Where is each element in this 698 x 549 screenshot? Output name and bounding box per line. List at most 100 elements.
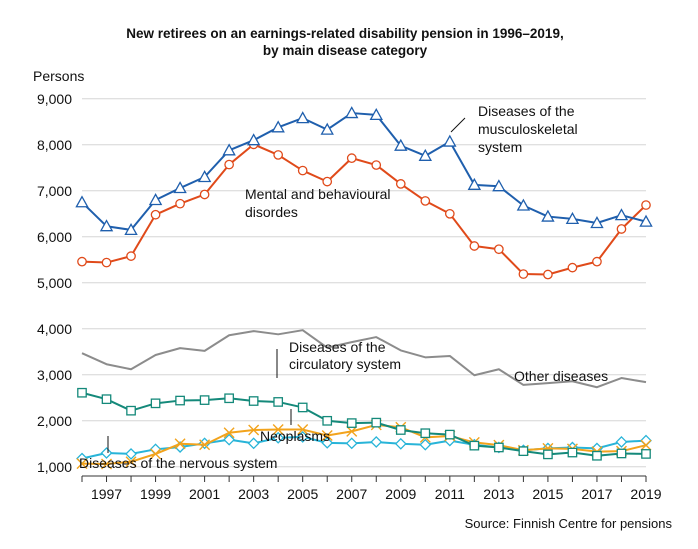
data-point (101, 394, 112, 405)
data-point (616, 448, 627, 459)
data-point (247, 437, 260, 450)
data-point (126, 251, 136, 261)
y-tick-label: 4,000 (37, 321, 72, 337)
data-point (518, 446, 529, 457)
data-point (419, 438, 432, 451)
data-point (150, 209, 161, 220)
y-tick-label: 7,000 (37, 183, 72, 199)
data-point (297, 402, 308, 413)
data-point (639, 214, 653, 227)
series-label: Diseases of the nervous system (79, 455, 277, 471)
data-point (494, 442, 504, 453)
data-point (616, 224, 627, 234)
data-point (345, 437, 358, 450)
data-point (248, 424, 260, 436)
data-point (148, 193, 163, 206)
series-label: system (478, 139, 522, 155)
data-point (76, 458, 88, 470)
x-tick-label: 2015 (532, 486, 563, 502)
data-point (77, 256, 87, 267)
x-tick-label: 2007 (336, 486, 367, 502)
y-tick-label: 2,000 (37, 413, 72, 429)
data-point (346, 153, 357, 163)
leader-line (450, 117, 466, 133)
data-point (565, 211, 580, 224)
series-label: Mental and behavioural (245, 186, 391, 202)
x-tick-label: 2013 (483, 486, 514, 502)
series-label: disordes (245, 204, 298, 220)
y-tick-label: 1,000 (37, 459, 72, 475)
data-point (541, 209, 555, 222)
data-point (518, 269, 529, 279)
y-tick-label: 9,000 (37, 91, 72, 107)
data-point (100, 447, 113, 459)
data-point (320, 122, 334, 135)
data-point (295, 111, 310, 124)
series-label: Neoplasms (260, 428, 330, 444)
series-label: circulatory system (289, 356, 401, 372)
data-point (199, 439, 211, 451)
data-point (346, 418, 357, 428)
chart-title-line1: New retirees on an earnings-related disa… (126, 26, 563, 41)
x-axis: 1997 1999 2001 2003 2005 2007 2009 2011 2013 2015… (81, 475, 662, 502)
data-point (126, 405, 136, 416)
x-tick-label: 1999 (140, 486, 171, 502)
data-point (322, 415, 333, 426)
data-point (543, 449, 553, 460)
data-point (469, 440, 480, 451)
series-line (81, 329, 647, 389)
data-point (614, 208, 629, 221)
data-point (222, 143, 236, 156)
data-point (272, 431, 285, 444)
data-point (371, 417, 382, 428)
data-point (273, 150, 284, 160)
data-point (246, 133, 261, 146)
y-tick-label: 6,000 (37, 229, 72, 245)
data-point (125, 448, 137, 460)
data-point (345, 106, 359, 119)
y-tick-label: 3,000 (37, 367, 72, 383)
data-point (248, 396, 259, 406)
data-point (271, 120, 285, 133)
data-point (273, 397, 284, 407)
data-point (124, 222, 138, 236)
data-point (77, 387, 87, 398)
data-point (321, 430, 333, 442)
data-point (174, 438, 186, 450)
data-point (641, 449, 651, 459)
x-tick-label: 2001 (189, 486, 220, 502)
data-point (443, 134, 457, 147)
data-point (592, 256, 602, 267)
data-point (444, 208, 455, 219)
data-point (175, 395, 185, 406)
data-point (369, 107, 383, 121)
data-point (223, 433, 236, 446)
x-tick-label: 2003 (238, 486, 269, 502)
series-label: Diseases of the (478, 103, 575, 119)
data-point (297, 165, 308, 176)
data-point (272, 424, 284, 436)
series-4 (77, 387, 651, 461)
x-tick-label: 2019 (630, 486, 661, 502)
series-label: Diseases of the (289, 339, 386, 355)
data-point (516, 198, 531, 211)
data-point (418, 148, 433, 161)
series-line (81, 391, 647, 457)
data-point (99, 219, 114, 232)
data-point (395, 179, 406, 189)
chart-title-line2: by main disease category (263, 43, 428, 58)
series-line (81, 423, 647, 466)
grid (82, 98, 646, 468)
data-point (394, 138, 408, 151)
data-point (150, 448, 162, 460)
data-point (615, 436, 628, 448)
data-point (296, 430, 309, 443)
data-point (175, 198, 185, 209)
data-point (543, 269, 553, 280)
data-point (590, 216, 604, 229)
data-point (223, 427, 235, 439)
data-point (197, 170, 212, 183)
data-point (224, 159, 234, 170)
data-point (592, 450, 602, 461)
